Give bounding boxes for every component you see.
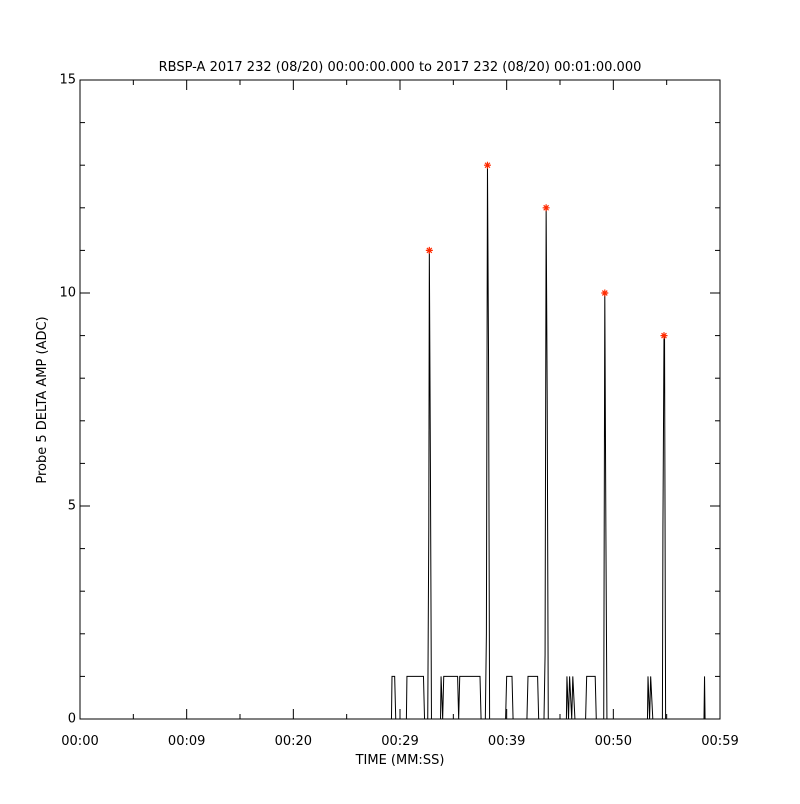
x-tick-label: 00:50 (595, 734, 632, 749)
peak-marker (542, 204, 550, 212)
peak-marker (425, 246, 433, 254)
peak-marker (660, 332, 668, 340)
x-tick-label: 00:59 (701, 734, 738, 749)
x-axis-label: TIME (MM:SS) (355, 753, 445, 768)
y-axis-label: Probe 5 DELTA AMP (ADC) (35, 316, 50, 483)
y-tick-label: 5 (68, 499, 76, 514)
x-tick-label: 00:00 (61, 734, 98, 749)
peak-marker (483, 161, 491, 169)
y-tick-label: 10 (59, 286, 76, 301)
data-line (80, 165, 719, 720)
x-tick-label: 00:20 (275, 734, 312, 749)
y-tick-label: 15 (59, 73, 76, 88)
y-tick-label: 0 (68, 712, 76, 727)
x-tick-label: 00:29 (381, 734, 418, 749)
x-tick-label: 00:09 (168, 734, 205, 749)
x-tick-label: 00:39 (488, 734, 525, 749)
peak-marker (601, 289, 609, 297)
chart-title: RBSP-A 2017 232 (08/20) 00:00:00.000 to … (159, 60, 642, 75)
